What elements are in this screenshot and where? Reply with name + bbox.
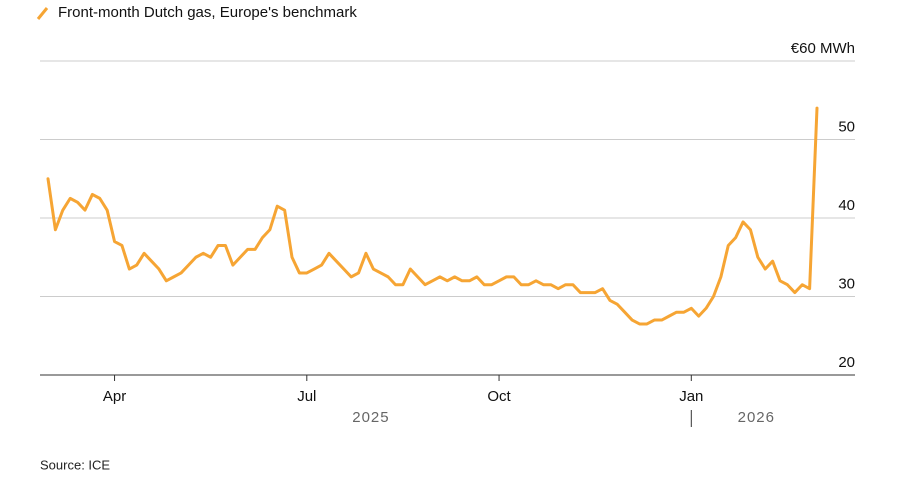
- y-tick-label: 30: [838, 275, 855, 292]
- y-tick-label: €60 MWh: [791, 40, 855, 57]
- x-tick-label: Jul: [297, 388, 316, 405]
- x-tick-label: Oct: [487, 388, 511, 405]
- y-tick-label: 50: [838, 118, 855, 135]
- line-series: [46, 106, 819, 326]
- legend-icon: [36, 7, 49, 20]
- year-label: 2026: [738, 409, 775, 426]
- source: Source: ICE: [40, 457, 110, 472]
- y-tick-label: 40: [838, 197, 855, 214]
- y-tick-label: 20: [838, 354, 855, 371]
- x-tick-label: Jan: [679, 388, 703, 405]
- legend-label: Front-month Dutch gas, Europe's benchmar…: [58, 4, 357, 21]
- year-label: 2025: [352, 409, 389, 426]
- x-tick-label: Apr: [103, 388, 126, 405]
